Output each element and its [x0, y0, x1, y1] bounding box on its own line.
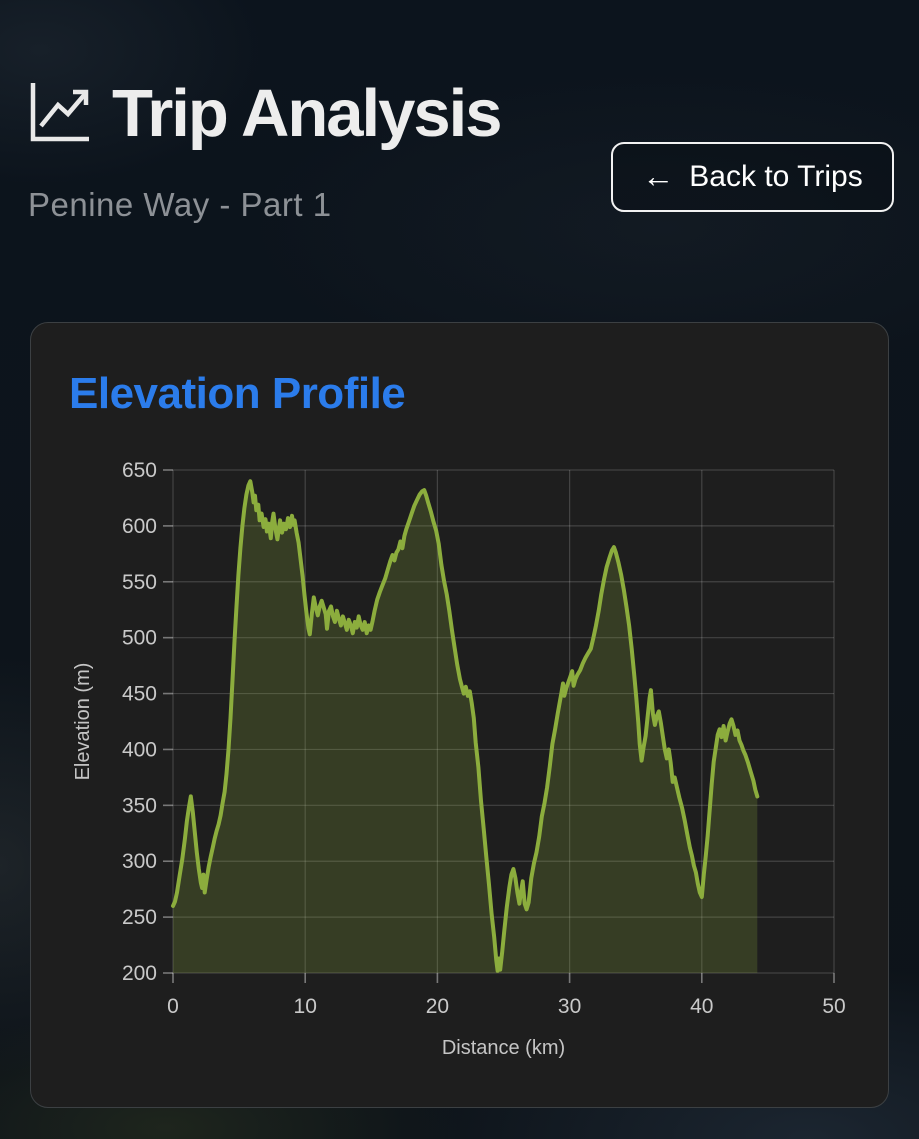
- chart-line-up-icon: [30, 83, 89, 142]
- y-tick-label: 500: [122, 627, 157, 650]
- y-tick-label: 400: [122, 738, 157, 761]
- y-tick-label: 550: [122, 571, 157, 594]
- y-tick-label: 350: [122, 794, 157, 817]
- y-tick-label: 200: [122, 962, 157, 985]
- y-axis-title: Elevation (m): [72, 663, 94, 781]
- back-arrow-icon: ←: [642, 158, 675, 194]
- page-title: Trip Analysis: [112, 75, 503, 151]
- y-tick-label: 300: [122, 850, 157, 873]
- back-to-trips-button[interactable]: ← Back to Trips: [611, 142, 894, 212]
- elevation-line: [171, 479, 760, 973]
- page-header: Trip Analysis: [26, 75, 503, 151]
- y-tick-label: 250: [122, 906, 157, 929]
- trip-subtitle: Penine Way - Part 1: [28, 186, 332, 223]
- y-tick-label: 600: [122, 515, 157, 538]
- back-button-label: Back to Trips: [689, 160, 863, 193]
- x-tick-label: 50: [822, 995, 845, 1018]
- elevation-chart: 200 250 300 350 400 450 500 550 600 650 0 10 20 30 40 5…: [72, 459, 846, 1059]
- card-title: Elevation Profile: [69, 369, 406, 418]
- elevation-area: [173, 481, 758, 973]
- y-tick-label: 450: [122, 683, 157, 706]
- y-tick-label: 650: [122, 459, 157, 482]
- x-tick-label: 10: [294, 995, 317, 1018]
- elevation-profile-card: Elevation Profile 200 250 300 350 400 450 500 5…: [30, 322, 889, 1108]
- x-tick-label: 40: [690, 995, 713, 1018]
- x-axis-title: Distance (km): [442, 1037, 565, 1059]
- x-tick-label: 30: [558, 995, 581, 1018]
- x-tick-label: 0: [167, 995, 179, 1018]
- x-tick-label: 20: [426, 995, 449, 1018]
